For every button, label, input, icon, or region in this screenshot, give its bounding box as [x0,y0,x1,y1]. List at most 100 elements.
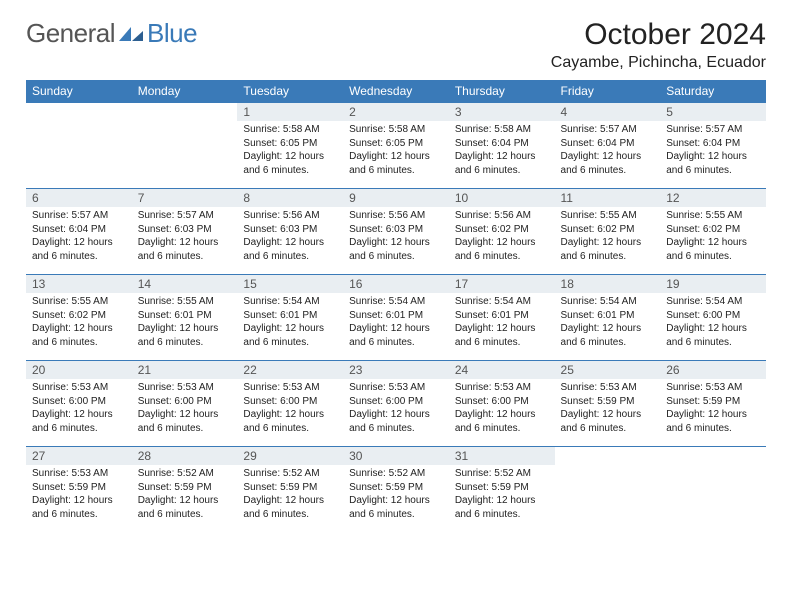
calendar-cell: 1Sunrise: 5:58 AMSunset: 6:05 PMDaylight… [237,103,343,189]
day-number: 20 [26,361,132,379]
calendar-cell: 23Sunrise: 5:53 AMSunset: 6:00 PMDayligh… [343,361,449,447]
day-details: Sunrise: 5:53 AMSunset: 6:00 PMDaylight:… [449,379,555,439]
day-details: Sunrise: 5:54 AMSunset: 6:01 PMDaylight:… [555,293,661,353]
day-details: Sunrise: 5:53 AMSunset: 6:00 PMDaylight:… [343,379,449,439]
calendar-cell: 28Sunrise: 5:52 AMSunset: 5:59 PMDayligh… [132,447,238,533]
calendar-cell: 29Sunrise: 5:52 AMSunset: 5:59 PMDayligh… [237,447,343,533]
calendar-cell: 18Sunrise: 5:54 AMSunset: 6:01 PMDayligh… [555,275,661,361]
calendar-cell: 17Sunrise: 5:54 AMSunset: 6:01 PMDayligh… [449,275,555,361]
day-details: Sunrise: 5:58 AMSunset: 6:04 PMDaylight:… [449,121,555,181]
day-number: 15 [237,275,343,293]
calendar-cell [660,447,766,533]
calendar-cell [26,103,132,189]
day-number: 21 [132,361,238,379]
day-number: 9 [343,189,449,207]
calendar-cell: 6Sunrise: 5:57 AMSunset: 6:04 PMDaylight… [26,189,132,275]
day-details: Sunrise: 5:58 AMSunset: 6:05 PMDaylight:… [237,121,343,181]
day-number: 1 [237,103,343,121]
day-details: Sunrise: 5:55 AMSunset: 6:02 PMDaylight:… [26,293,132,353]
weekday-header: Monday [132,80,238,103]
weekday-header: Tuesday [237,80,343,103]
calendar-cell: 30Sunrise: 5:52 AMSunset: 5:59 PMDayligh… [343,447,449,533]
weekday-header: Wednesday [343,80,449,103]
day-number: 18 [555,275,661,293]
day-details: Sunrise: 5:56 AMSunset: 6:03 PMDaylight:… [237,207,343,267]
brand-word-b: Blue [147,18,197,49]
calendar-thead: SundayMondayTuesdayWednesdayThursdayFrid… [26,80,766,103]
calendar-cell: 15Sunrise: 5:54 AMSunset: 6:01 PMDayligh… [237,275,343,361]
calendar-cell: 14Sunrise: 5:55 AMSunset: 6:01 PMDayligh… [132,275,238,361]
day-number: 3 [449,103,555,121]
location-line: Cayambe, Pichincha, Ecuador [551,54,766,72]
day-details: Sunrise: 5:55 AMSunset: 6:02 PMDaylight:… [660,207,766,267]
day-number: 14 [132,275,238,293]
day-details: Sunrise: 5:52 AMSunset: 5:59 PMDaylight:… [343,465,449,525]
calendar-cell: 12Sunrise: 5:55 AMSunset: 6:02 PMDayligh… [660,189,766,275]
day-number: 28 [132,447,238,465]
day-number: 2 [343,103,449,121]
day-details: Sunrise: 5:53 AMSunset: 6:00 PMDaylight:… [132,379,238,439]
day-number: 24 [449,361,555,379]
day-details: Sunrise: 5:56 AMSunset: 6:02 PMDaylight:… [449,207,555,267]
calendar-cell: 4Sunrise: 5:57 AMSunset: 6:04 PMDaylight… [555,103,661,189]
day-number: 26 [660,361,766,379]
day-details: Sunrise: 5:54 AMSunset: 6:01 PMDaylight:… [449,293,555,353]
calendar-cell: 8Sunrise: 5:56 AMSunset: 6:03 PMDaylight… [237,189,343,275]
day-number: 6 [26,189,132,207]
day-details: Sunrise: 5:57 AMSunset: 6:04 PMDaylight:… [555,121,661,181]
page-header: General Blue October 2024 Cayambe, Pichi… [26,18,766,72]
calendar-body: 1Sunrise: 5:58 AMSunset: 6:05 PMDaylight… [26,103,766,533]
day-details: Sunrise: 5:53 AMSunset: 5:59 PMDaylight:… [555,379,661,439]
day-number: 23 [343,361,449,379]
day-number: 19 [660,275,766,293]
day-details: Sunrise: 5:55 AMSunset: 6:02 PMDaylight:… [555,207,661,267]
day-details: Sunrise: 5:57 AMSunset: 6:04 PMDaylight:… [26,207,132,267]
day-number: 8 [237,189,343,207]
day-number: 16 [343,275,449,293]
title-block: October 2024 Cayambe, Pichincha, Ecuador [551,18,766,72]
calendar-cell [555,447,661,533]
calendar-cell: 25Sunrise: 5:53 AMSunset: 5:59 PMDayligh… [555,361,661,447]
day-details: Sunrise: 5:52 AMSunset: 5:59 PMDaylight:… [132,465,238,525]
calendar-cell: 2Sunrise: 5:58 AMSunset: 6:05 PMDaylight… [343,103,449,189]
weekday-header: Friday [555,80,661,103]
calendar-cell: 19Sunrise: 5:54 AMSunset: 6:00 PMDayligh… [660,275,766,361]
day-details: Sunrise: 5:58 AMSunset: 6:05 PMDaylight:… [343,121,449,181]
day-details: Sunrise: 5:53 AMSunset: 5:59 PMDaylight:… [660,379,766,439]
day-details: Sunrise: 5:56 AMSunset: 6:03 PMDaylight:… [343,207,449,267]
calendar-cell: 5Sunrise: 5:57 AMSunset: 6:04 PMDaylight… [660,103,766,189]
calendar-cell: 31Sunrise: 5:52 AMSunset: 5:59 PMDayligh… [449,447,555,533]
brand-logo: General Blue [26,18,197,49]
calendar-cell [132,103,238,189]
day-details: Sunrise: 5:57 AMSunset: 6:03 PMDaylight:… [132,207,238,267]
calendar-cell: 20Sunrise: 5:53 AMSunset: 6:00 PMDayligh… [26,361,132,447]
day-number: 13 [26,275,132,293]
calendar-cell: 22Sunrise: 5:53 AMSunset: 6:00 PMDayligh… [237,361,343,447]
calendar-cell: 21Sunrise: 5:53 AMSunset: 6:00 PMDayligh… [132,361,238,447]
day-details: Sunrise: 5:54 AMSunset: 6:01 PMDaylight:… [237,293,343,353]
logo-sail-icon [117,25,145,43]
day-details: Sunrise: 5:52 AMSunset: 5:59 PMDaylight:… [449,465,555,525]
day-details: Sunrise: 5:54 AMSunset: 6:01 PMDaylight:… [343,293,449,353]
calendar-cell: 27Sunrise: 5:53 AMSunset: 5:59 PMDayligh… [26,447,132,533]
calendar-cell: 26Sunrise: 5:53 AMSunset: 5:59 PMDayligh… [660,361,766,447]
calendar-cell: 13Sunrise: 5:55 AMSunset: 6:02 PMDayligh… [26,275,132,361]
calendar-cell: 16Sunrise: 5:54 AMSunset: 6:01 PMDayligh… [343,275,449,361]
day-number: 12 [660,189,766,207]
calendar-cell: 9Sunrise: 5:56 AMSunset: 6:03 PMDaylight… [343,189,449,275]
day-number: 11 [555,189,661,207]
day-number: 25 [555,361,661,379]
day-details: Sunrise: 5:53 AMSunset: 6:00 PMDaylight:… [237,379,343,439]
calendar-table: SundayMondayTuesdayWednesdayThursdayFrid… [26,80,766,533]
day-details: Sunrise: 5:57 AMSunset: 6:04 PMDaylight:… [660,121,766,181]
day-number: 30 [343,447,449,465]
day-details: Sunrise: 5:54 AMSunset: 6:00 PMDaylight:… [660,293,766,353]
day-number: 4 [555,103,661,121]
weekday-header: Saturday [660,80,766,103]
day-number: 31 [449,447,555,465]
calendar-cell: 7Sunrise: 5:57 AMSunset: 6:03 PMDaylight… [132,189,238,275]
day-details: Sunrise: 5:53 AMSunset: 6:00 PMDaylight:… [26,379,132,439]
day-number: 17 [449,275,555,293]
calendar-cell: 24Sunrise: 5:53 AMSunset: 6:00 PMDayligh… [449,361,555,447]
weekday-header: Thursday [449,80,555,103]
